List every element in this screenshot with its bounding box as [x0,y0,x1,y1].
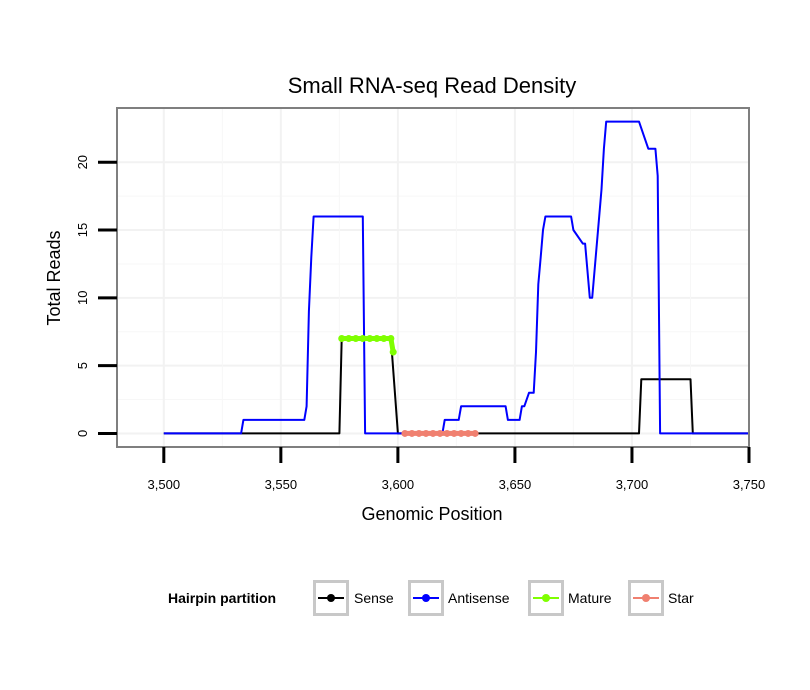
legend-title: Hairpin partition [168,590,276,606]
legend-key-point [642,594,650,602]
x-tick-label: 3,650 [499,477,532,492]
series-line-sense [163,337,749,435]
data-point-mature [387,335,395,343]
data-point-mature [380,335,388,343]
data-point-mature [389,348,397,356]
y-axis-title: Total Reads [44,230,64,325]
data-point-star [422,429,430,437]
x-tick-label: 3,700 [616,477,649,492]
x-axis: 3,500 3,550 3,600 3,650 3,700 3,750 [148,447,766,492]
data-point-mature [345,335,353,343]
series-line-antisense [163,120,749,435]
legend-entry-antisense: Antisense [408,580,510,616]
data-point-mature [373,335,381,343]
legend-label: Star [668,590,694,606]
x-axis-title: Genomic Position [361,504,502,524]
data-point-star [415,429,423,437]
y-tick-label: 5 [75,362,90,369]
data-point-star [429,429,437,437]
data-point-star [457,429,465,437]
legend-entry-sense: Sense [313,580,394,616]
legend-entry-star: Star [628,580,694,616]
plot-border [116,107,750,448]
data-point-star [464,429,472,437]
data-point-star [450,429,458,437]
x-tick-label: 3,550 [265,477,298,492]
y-tick-label: 20 [75,155,90,169]
data-point-mature [366,335,374,343]
gridlines [117,108,750,447]
x-tick-label: 3,500 [148,477,181,492]
data-point-star [408,429,416,437]
y-axis: 0 5 10 15 20 [75,155,117,437]
y-tick-label: 15 [75,223,90,237]
data-point-star [443,429,451,437]
legend-label: Sense [354,590,394,606]
data-point-star [436,429,444,437]
chart-title: Small RNA-seq Read Density [288,73,577,98]
legend: Hairpin partition Sense Antisense Mature St… [168,580,694,616]
plot-panel [117,108,749,447]
data-point-star [471,429,479,437]
legend-label: Antisense [448,590,510,606]
legend-key-point [327,594,335,602]
y-tick-label: 0 [75,430,90,437]
legend-key-point [542,594,550,602]
data-point-star [401,429,409,437]
legend-entry-mature: Mature [528,580,612,616]
legend-label: Mature [568,590,612,606]
legend-key-point [422,594,430,602]
x-tick-label: 3,750 [733,477,766,492]
data-point-mature [338,335,346,343]
data-point-mature [359,335,367,343]
series-layer [163,120,749,437]
y-tick-label: 10 [75,291,90,305]
x-tick-label: 3,600 [382,477,415,492]
data-point-mature [352,335,360,343]
